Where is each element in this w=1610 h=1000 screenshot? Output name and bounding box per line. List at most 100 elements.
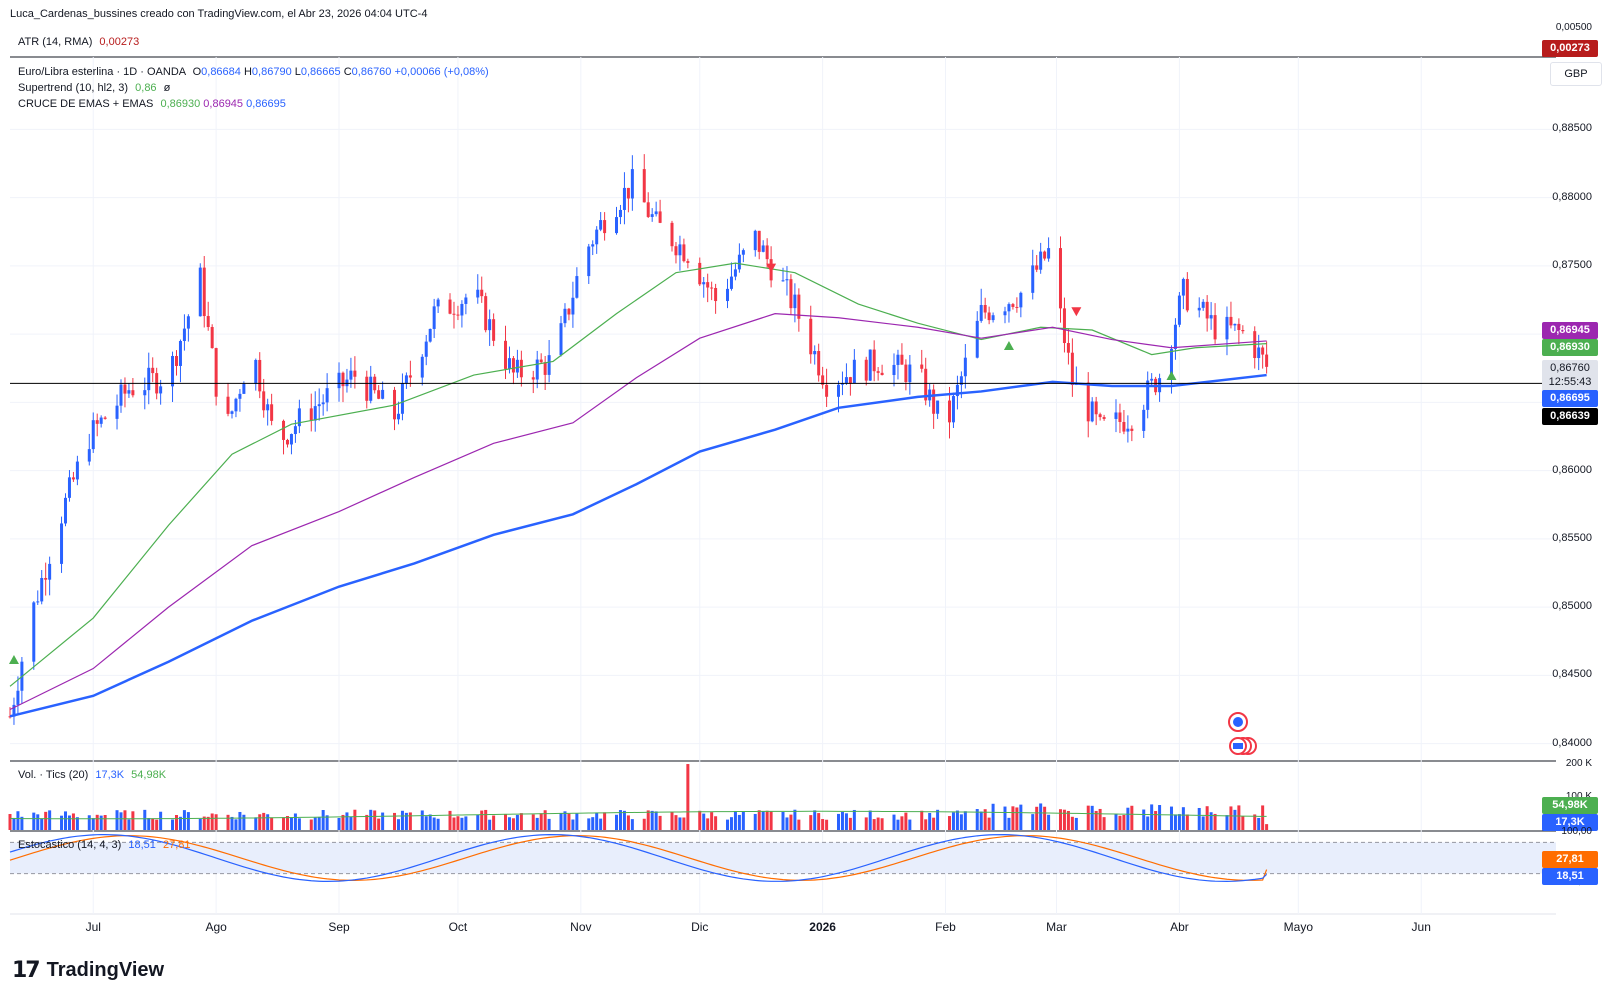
volume-bar bbox=[1007, 817, 1011, 830]
volume-bar bbox=[987, 817, 991, 830]
candle-body bbox=[1197, 307, 1201, 311]
volume-bar bbox=[618, 810, 622, 830]
volume-bar bbox=[238, 811, 242, 830]
volume-bar bbox=[1225, 815, 1229, 830]
volume-bar bbox=[365, 814, 369, 830]
candle-body bbox=[408, 375, 412, 378]
volume-bar bbox=[1062, 809, 1066, 830]
candle-body bbox=[1261, 347, 1265, 355]
candle-body bbox=[325, 388, 329, 403]
stochastic-label[interactable]: Estocástico (14, 4, 3) bbox=[18, 839, 122, 851]
volume-bar bbox=[127, 819, 131, 830]
volume-bar bbox=[266, 814, 270, 830]
candle-body bbox=[119, 384, 123, 406]
volume-bar bbox=[1146, 816, 1150, 830]
volume-bar bbox=[369, 809, 373, 830]
stochastic-legend[interactable]: Estocástico (14, 4, 3) 18,51 27,81 bbox=[18, 839, 191, 851]
candle-body bbox=[1086, 382, 1090, 422]
candle-body bbox=[369, 376, 373, 401]
price-axis-tick: 0,88500 bbox=[1552, 122, 1592, 135]
volume-bar bbox=[1058, 809, 1062, 830]
candle-body bbox=[622, 187, 626, 210]
volume-bar bbox=[864, 817, 868, 830]
volume-bar bbox=[741, 811, 745, 830]
volume-bar bbox=[20, 816, 24, 830]
time-axis-tick: Abr bbox=[1170, 920, 1189, 934]
volume-bar bbox=[714, 816, 718, 830]
volume-bar bbox=[8, 814, 12, 830]
stochastic-d-badge: 27,81 bbox=[1542, 851, 1598, 868]
candle-body bbox=[864, 359, 868, 381]
price-axis-tick: 0,85000 bbox=[1552, 600, 1592, 613]
volume-bar bbox=[789, 814, 793, 830]
volume-bar bbox=[321, 810, 325, 830]
volume-bar bbox=[825, 819, 829, 830]
volume-label[interactable]: Vol. · Tics (20) bbox=[18, 769, 89, 781]
candle-body bbox=[1257, 347, 1261, 359]
time-axis-tick: 2026 bbox=[809, 920, 836, 934]
supertrend-label[interactable]: Supertrend (10, hl2, 3) bbox=[18, 82, 129, 94]
currency-button[interactable]: GBP bbox=[1550, 62, 1602, 86]
candle-body bbox=[868, 349, 872, 381]
tradingview-brand[interactable]: 17 TradingView bbox=[12, 958, 164, 983]
volume-bar bbox=[674, 815, 678, 830]
volume-legend[interactable]: Vol. · Tics (20) 17,3K 54,98K bbox=[18, 769, 166, 781]
supertrend-legend[interactable]: Supertrend (10, hl2, 3) 0,86 ø bbox=[18, 82, 170, 94]
volume-bar bbox=[646, 810, 650, 830]
volume-bar bbox=[515, 814, 519, 830]
volume-bar bbox=[1185, 814, 1189, 830]
candle-body bbox=[547, 355, 551, 375]
price-axis-tick: 0,86000 bbox=[1552, 463, 1592, 476]
emas-label[interactable]: CRUCE DE EMAS + EMAS bbox=[18, 98, 154, 110]
candle-body bbox=[1173, 324, 1177, 350]
volume-bar bbox=[99, 815, 103, 830]
ohlc-close-label: C bbox=[343, 66, 352, 78]
candle-body bbox=[587, 246, 591, 277]
volume-bar bbox=[519, 813, 523, 830]
candle-body bbox=[313, 406, 317, 421]
candle-body bbox=[103, 417, 107, 419]
candle-body bbox=[963, 357, 967, 377]
volume-bar bbox=[1031, 814, 1035, 830]
candle-body bbox=[377, 390, 381, 399]
candle-body bbox=[507, 358, 511, 369]
volume-bar bbox=[258, 814, 262, 830]
volume-bar bbox=[317, 817, 321, 830]
volume-ma-line bbox=[9, 810, 1267, 820]
candle-body bbox=[880, 372, 884, 376]
volume-bar bbox=[769, 811, 773, 830]
volume-bar bbox=[345, 812, 349, 830]
candle-body bbox=[836, 384, 840, 397]
symbol-legend[interactable]: Euro/Libra esterlina · 1D · OANDA O0,866… bbox=[18, 66, 489, 78]
candle-body bbox=[1181, 278, 1185, 296]
volume-bar bbox=[979, 811, 983, 830]
volume-bar bbox=[119, 812, 123, 830]
volume-bar bbox=[448, 810, 452, 830]
volume-bar bbox=[963, 811, 967, 830]
supertrend-buy-signal bbox=[1003, 341, 1014, 351]
candle-body bbox=[757, 230, 761, 252]
volume-bar bbox=[151, 818, 155, 830]
emas-legend[interactable]: CRUCE DE EMAS + EMAS 0,86930 0,86945 0,8… bbox=[18, 98, 286, 110]
candle-body bbox=[95, 420, 99, 424]
candle-body bbox=[706, 282, 710, 288]
candle-body bbox=[761, 245, 765, 252]
candle-body bbox=[198, 267, 202, 317]
volume-bar bbox=[210, 813, 214, 830]
volume-bar bbox=[230, 816, 234, 830]
candle-body bbox=[975, 320, 979, 358]
candle-body bbox=[876, 371, 880, 373]
currency-label: GBP bbox=[1564, 68, 1588, 80]
candle-body bbox=[591, 244, 595, 247]
symbol-name[interactable]: Euro/Libra esterlina · 1D · OANDA bbox=[18, 66, 186, 78]
volume-bar bbox=[892, 814, 896, 830]
volume-bar bbox=[242, 814, 246, 830]
candle-body bbox=[674, 246, 678, 256]
volume-bar bbox=[452, 817, 456, 830]
candle-body bbox=[714, 287, 718, 302]
candle-body bbox=[567, 308, 571, 315]
volume-bar bbox=[571, 819, 575, 830]
candle-body bbox=[1205, 301, 1209, 319]
volume-bar bbox=[622, 810, 626, 830]
